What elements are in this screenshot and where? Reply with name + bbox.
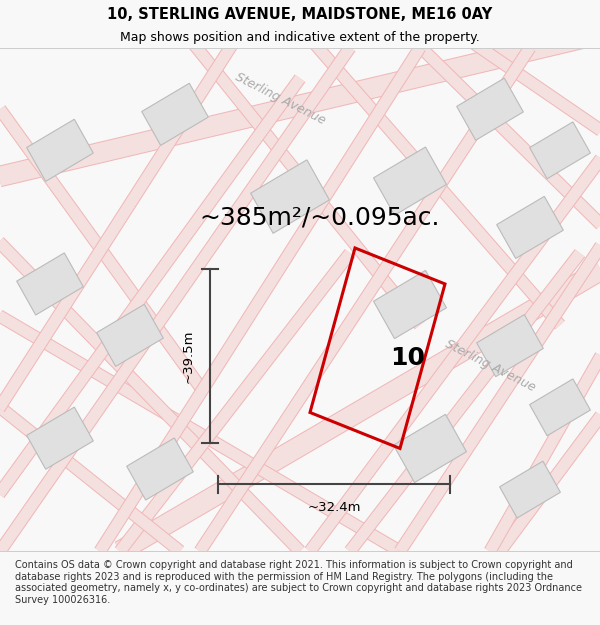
Bar (530, 379, 590, 436)
Text: 10, STERLING AVENUE, MAIDSTONE, ME16 0AY: 10, STERLING AVENUE, MAIDSTONE, ME16 0AY (107, 7, 493, 22)
Bar (142, 83, 208, 146)
Text: Map shows position and indicative extent of the property.: Map shows position and indicative extent… (120, 31, 480, 44)
Text: 10: 10 (390, 346, 425, 371)
Bar (394, 414, 466, 482)
Text: Sterling Avenue: Sterling Avenue (233, 71, 327, 128)
Bar (26, 407, 94, 469)
Bar (457, 78, 523, 140)
Bar (26, 119, 94, 181)
Text: ~32.4m: ~32.4m (307, 501, 361, 514)
Bar (374, 271, 446, 339)
Bar (17, 253, 83, 315)
Text: Sterling Avenue: Sterling Avenue (443, 338, 537, 394)
Bar (500, 461, 560, 518)
Text: ~39.5m: ~39.5m (182, 329, 195, 382)
Bar (476, 314, 544, 377)
Bar (374, 147, 446, 215)
Text: ~385m²/~0.095ac.: ~385m²/~0.095ac. (200, 205, 440, 229)
Bar (127, 438, 193, 500)
Bar (97, 304, 163, 366)
Text: Contains OS data © Crown copyright and database right 2021. This information is : Contains OS data © Crown copyright and d… (15, 560, 582, 605)
Bar (251, 160, 329, 233)
Bar (530, 122, 590, 179)
Bar (497, 196, 563, 259)
